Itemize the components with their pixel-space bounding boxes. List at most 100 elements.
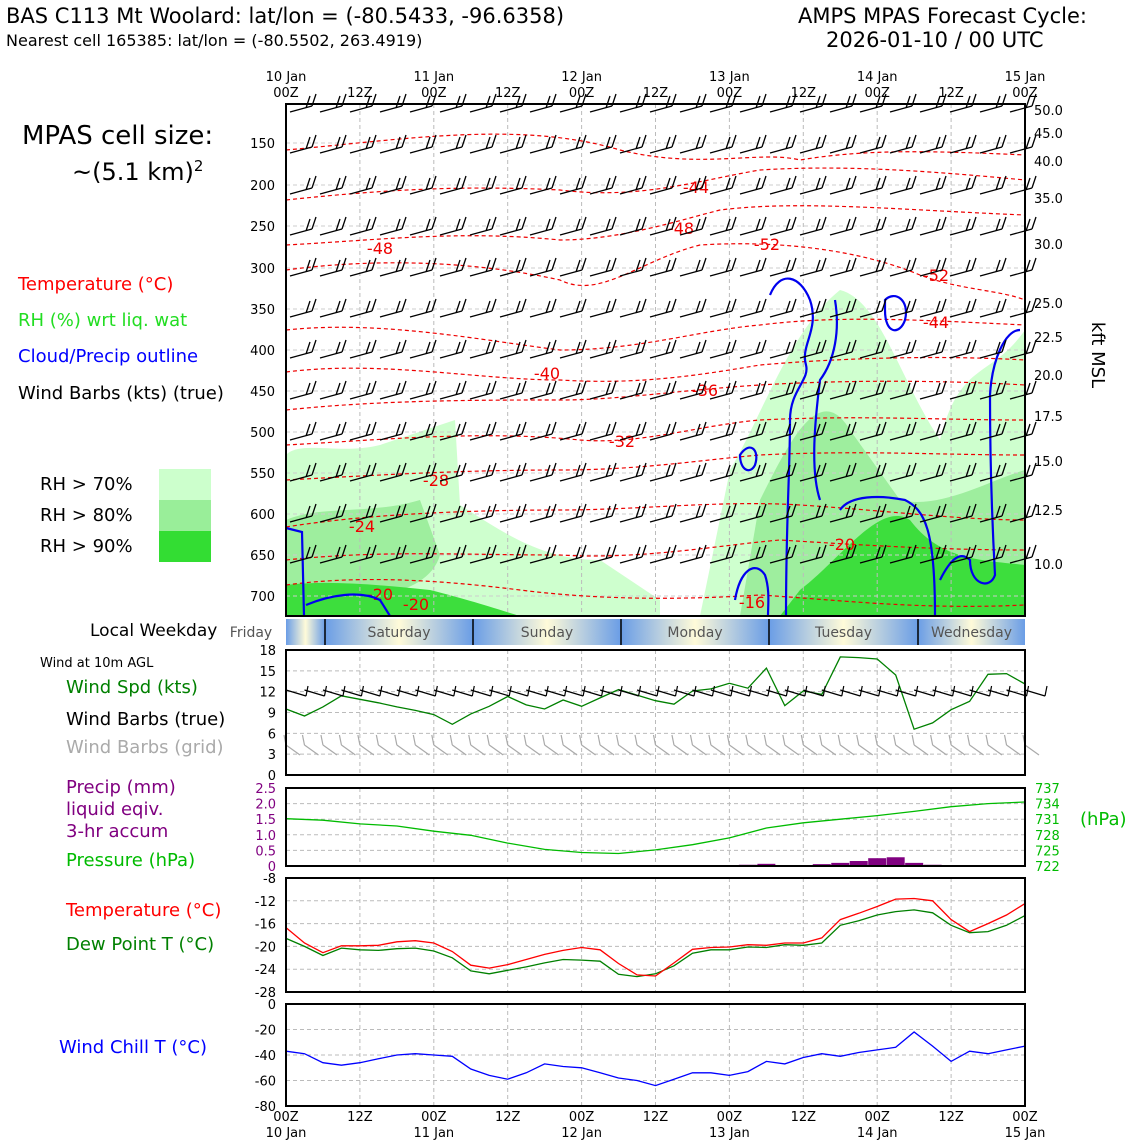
wind-barb xyxy=(289,298,317,318)
panel-frame xyxy=(285,877,1026,993)
rh-legend-90: RH > 90% xyxy=(40,536,133,557)
weekday-name: Friday xyxy=(230,625,272,641)
wind-barb xyxy=(439,380,467,400)
height-axis-label: kft MSL xyxy=(1087,322,1108,388)
wind-barb xyxy=(649,339,677,359)
wind-barb xyxy=(919,380,947,400)
wind-barb xyxy=(799,503,827,523)
wind-barb xyxy=(889,462,917,482)
wind-barb xyxy=(889,380,917,400)
bottom-date-label: 12 Jan xyxy=(561,1126,602,1140)
wind-barb xyxy=(919,134,947,154)
wind-barb xyxy=(979,175,1007,195)
rh-region xyxy=(286,500,440,602)
wind-barb xyxy=(375,734,393,756)
weekday-bar: Friday Saturday Sunday Monday Tuesday Wednesd… xyxy=(230,619,1025,645)
wind-barb xyxy=(949,134,977,154)
top-date-label: 10 Jan xyxy=(266,70,307,85)
pressure-line xyxy=(285,801,1026,855)
y-tick-label: -12 xyxy=(255,895,276,910)
wind-barb xyxy=(319,257,347,277)
wind-barb xyxy=(529,380,557,400)
top-time-label: 12Z xyxy=(791,86,817,101)
legend-temp-lower: Temperature (°C) xyxy=(66,900,222,921)
wind-barb xyxy=(652,734,670,756)
wind-barb xyxy=(559,298,587,318)
wind-barb xyxy=(559,462,587,482)
wind-barb xyxy=(979,339,1007,359)
wind-barb xyxy=(289,175,317,195)
wind-barb xyxy=(499,298,527,318)
wind-barb xyxy=(709,421,737,441)
wind-barb xyxy=(319,503,347,523)
y-tick-label: 0 xyxy=(268,769,276,784)
wind-barb xyxy=(319,339,347,359)
wind-barb xyxy=(709,134,737,154)
wind-barb xyxy=(679,462,707,482)
wind-barb xyxy=(949,298,977,318)
temperature-contour-label: -32 xyxy=(609,432,635,451)
wind-chill-panel: 0 -20 -40 -60 -80 xyxy=(255,998,1026,1115)
wind-barb xyxy=(634,734,652,756)
wind-barb xyxy=(649,503,677,523)
legend-precip-accum: 3-hr accum xyxy=(66,821,169,842)
pressure-tick-label: 728 xyxy=(1035,829,1060,844)
wind-barb xyxy=(1009,134,1037,154)
legend-rh: RH (%) wrt liq. wat xyxy=(18,310,188,331)
wind-barb xyxy=(708,734,726,756)
wind-barb xyxy=(739,175,767,195)
weekday-cell xyxy=(918,619,1025,645)
y-tick-label: 1.5 xyxy=(255,813,276,828)
top-date-label: 11 Jan xyxy=(413,70,454,85)
y-tick-label: -20 xyxy=(255,940,276,955)
legend-wind-speed: Wind Spd (kts) xyxy=(66,677,198,698)
height-tick-label: 10.0 xyxy=(1034,558,1063,573)
weekday-label: Local Weekday xyxy=(90,621,218,641)
bottom-time-label: 12Z xyxy=(347,1110,373,1125)
pressure-tick-label: 300 xyxy=(250,262,275,277)
cloud-outline xyxy=(839,495,937,617)
wind-barb xyxy=(409,175,437,195)
cloud-outline xyxy=(733,567,770,617)
wind-barb xyxy=(979,462,1007,482)
wind-barb xyxy=(619,503,647,523)
weekday-name: Saturday xyxy=(367,625,430,641)
wind-barb xyxy=(529,257,557,277)
bottom-date-label: 15 Jan xyxy=(1005,1126,1046,1140)
wind-barb xyxy=(560,734,578,756)
wind-barb xyxy=(769,298,797,318)
top-date-label: 12 Jan xyxy=(561,70,602,85)
wind-barb xyxy=(709,257,737,277)
precip-bar xyxy=(757,863,776,866)
wind-barb xyxy=(439,134,467,154)
wind-barb xyxy=(529,175,557,195)
wind-barb xyxy=(409,298,437,318)
bottom-time-label: 12Z xyxy=(495,1110,521,1125)
temperature-line xyxy=(285,897,1026,977)
y-tick-label: -80 xyxy=(255,1100,276,1115)
wind-barb xyxy=(289,380,317,400)
height-tick-label: 20.0 xyxy=(1034,369,1063,384)
y-tick-label: 12 xyxy=(259,686,276,701)
wind-barb xyxy=(529,339,557,359)
y-tick-label: 2.0 xyxy=(255,798,276,813)
temperature-contour xyxy=(285,539,1026,561)
wind-barb xyxy=(1009,93,1037,113)
wind-barb xyxy=(949,462,977,482)
wind-barb xyxy=(589,462,617,482)
wind-barb xyxy=(979,298,1007,318)
wind-barb xyxy=(919,544,947,564)
wind-barb xyxy=(349,503,377,523)
top-time-label: 00Z xyxy=(717,86,743,101)
pressure-tick-label: 250 xyxy=(250,220,275,235)
wind-barb xyxy=(349,175,377,195)
wind-barb xyxy=(859,134,887,154)
wind-barb xyxy=(559,503,587,523)
wind-barb xyxy=(439,216,467,236)
y-tick-label: -20 xyxy=(255,1024,276,1039)
wind-barb xyxy=(559,175,587,195)
chart-subtitle: Nearest cell 165385: lat/lon = (-80.5502… xyxy=(6,31,423,50)
wind-barb xyxy=(289,134,317,154)
wind-barb xyxy=(379,503,407,523)
